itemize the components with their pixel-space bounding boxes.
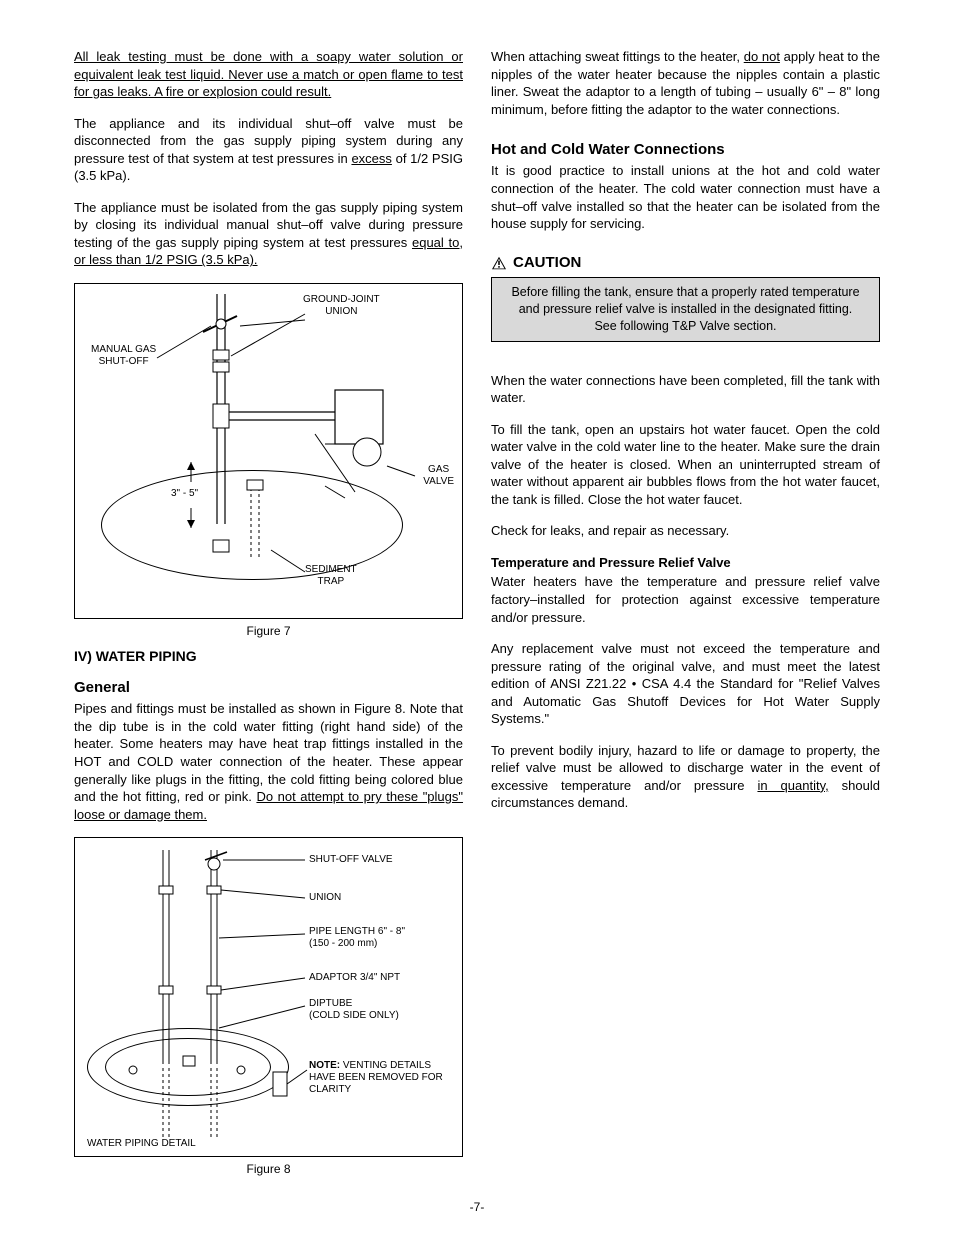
leak-test-warning: All leak testing must be done with a soa… [74,48,463,101]
pipes-fittings-paragraph: Pipes and fittings must be installed as … [74,700,463,823]
leak-test-warning-text: All leak testing must be done with a soa… [74,49,463,99]
right-column: When attaching sweat fittings to the hea… [491,48,880,1185]
fig8-adaptor-label: ADAPTOR 3/4" NPT [309,972,400,984]
general-heading: General [74,678,463,698]
page-number: -7- [0,1199,954,1215]
fig8-detail-label: WATER PIPING DETAIL [87,1138,196,1150]
fig8-shutoff-label: SHUT-OFF VALVE [309,854,393,866]
pressure-equal-paragraph: The appliance must be isolated from the … [74,199,463,269]
caution-label: CAUTION [513,253,581,273]
figure-8-box: SHUT-OFF VALVE UNION PIPE LENGTH 6" - 8"… [74,837,463,1157]
figure-8-svg [75,838,462,1156]
tp-valve-p2: Any replacement valve must not exceed th… [491,640,880,728]
caution-heading: CAUTION [491,253,880,273]
fig8-diptube-label: DIPTUBE(COLD SIDE ONLY) [309,998,399,1022]
hot-cold-heading: Hot and Cold Water Connections [491,140,880,160]
fig7-gas-valve-label: GAS VALVE [423,464,454,488]
fig8-note-label: NOTE: VENTING DETAILS HAVE BEEN REMOVED … [309,1060,449,1096]
fill-tank-steps: To fill the tank, open an upstairs hot w… [491,421,880,509]
pressure-excess-paragraph: The appliance and its individual shut–of… [74,115,463,185]
sweat-fittings-paragraph: When attaching sweat fittings to the hea… [491,48,880,118]
check-leaks: Check for leaks, and repair as necessary… [491,522,880,540]
figure-7-box: GROUND-JOINT UNION MANUAL GAS SHUT-OFF G… [74,283,463,619]
caution-box: Before filling the tank, ensure that a p… [491,277,880,342]
fig7-ground-joint-label: GROUND-JOINT UNION [303,294,380,318]
fig8-pipelen-label: PIPE LENGTH 6" - 8"(150 - 200 mm) [309,926,405,950]
tp-valve-heading: Temperature and Pressure Relief Valve [491,554,880,572]
water-piping-heading: IV) WATER PIPING [74,647,463,666]
fig8-union-label: UNION [309,892,341,904]
warning-icon [491,256,507,270]
fig7-sediment-label: SEDIMENT TRAP [305,564,357,588]
figure-7-caption: Figure 7 [74,623,463,639]
tp-valve-p1: Water heaters have the temperature and p… [491,573,880,626]
figure-8-caption: Figure 8 [74,1161,463,1177]
fig7-manual-gas-label: MANUAL GAS SHUT-OFF [91,344,156,368]
figure-7-svg [75,284,462,618]
hot-cold-paragraph: It is good practice to install unions at… [491,162,880,232]
fig7-dim-label: 3" - 5" [171,488,198,500]
tp-valve-p3: To prevent bodily injury, hazard to life… [491,742,880,812]
left-column: All leak testing must be done with a soa… [74,48,463,1185]
fill-tank-intro: When the water connections have been com… [491,372,880,407]
